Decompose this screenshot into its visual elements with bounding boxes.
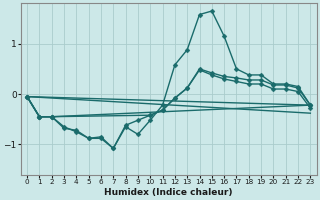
X-axis label: Humidex (Indice chaleur): Humidex (Indice chaleur) xyxy=(104,188,233,197)
